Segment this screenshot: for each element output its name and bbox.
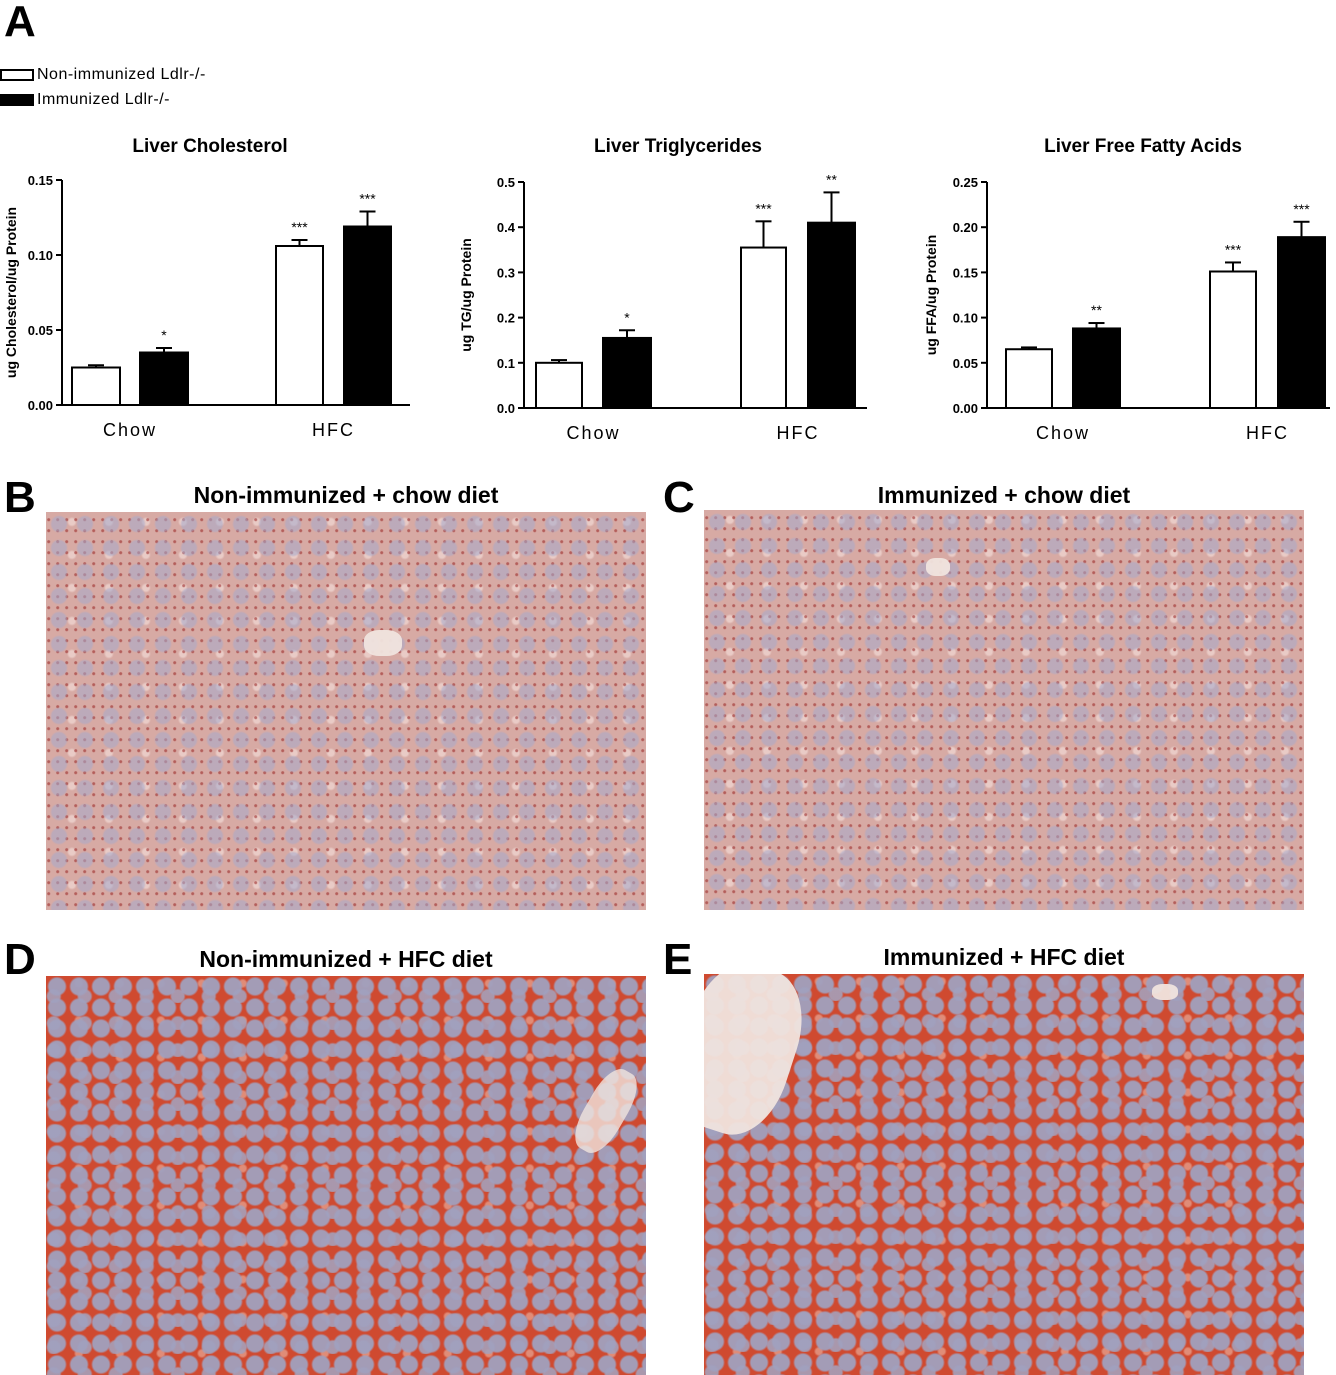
y-axis-label: ug Cholesterol/ug Protein bbox=[3, 207, 19, 378]
y-tick-label: 0.10 bbox=[28, 248, 53, 263]
significance-label: *** bbox=[1293, 201, 1310, 217]
y-tick-label: 0.4 bbox=[497, 220, 516, 235]
central-vein bbox=[364, 630, 402, 656]
legend-item-immunized: Immunized Ldlr-/- bbox=[0, 87, 206, 112]
y-tick-label: 0.05 bbox=[953, 356, 978, 371]
panel-label-e: E bbox=[663, 935, 693, 984]
bar bbox=[807, 221, 856, 410]
y-tick-label: 0.3 bbox=[497, 265, 515, 280]
chart-title: Liver Cholesterol bbox=[132, 136, 287, 157]
legend-item-non-immunized: Non-immunized Ldlr-/- bbox=[0, 62, 206, 87]
micrograph-title-e: Immunized + HFC diet bbox=[883, 944, 1125, 970]
significance-label: ** bbox=[1091, 302, 1102, 318]
portal-vessel bbox=[566, 1062, 646, 1160]
y-tick-label: 0.00 bbox=[953, 401, 978, 416]
panel-label-c: C bbox=[663, 473, 695, 522]
significance-label: *** bbox=[291, 219, 308, 235]
chart-liver-cholesterol: Liver Cholesterol ug Cholesterol/ug Prote… bbox=[3, 136, 410, 440]
bar bbox=[535, 361, 583, 410]
y-axis-label: ug FFA/ug Protein bbox=[923, 235, 939, 356]
significance-label: *** bbox=[755, 200, 772, 216]
bar bbox=[1072, 327, 1121, 409]
category-label: Chow bbox=[566, 423, 620, 443]
significance-label: *** bbox=[1225, 241, 1242, 257]
y-tick-label: 0.0 bbox=[497, 401, 515, 416]
chart-liver-free-fatty-acids: Liver Free Fatty Acids ug FFA/ug Protein 0… bbox=[923, 136, 1330, 443]
chart-title: Liver Free Fatty Acids bbox=[1044, 136, 1242, 157]
y-tick-label: 0.15 bbox=[953, 265, 978, 280]
significance-label: * bbox=[624, 309, 630, 325]
y-tick-label: 0.20 bbox=[953, 220, 978, 235]
category-label: HFC bbox=[1246, 423, 1289, 443]
panel-label-b: B bbox=[4, 473, 36, 522]
panel-label-d: D bbox=[4, 935, 36, 984]
legend-swatch-open bbox=[0, 68, 34, 81]
bar bbox=[139, 351, 189, 406]
bar bbox=[71, 366, 121, 406]
category-label: Chow bbox=[103, 420, 157, 440]
legend-label: Immunized Ldlr-/- bbox=[37, 90, 170, 108]
significance-label: ** bbox=[826, 171, 837, 187]
micrograph-title-b: Non-immunized + chow diet bbox=[193, 482, 499, 508]
legend: Non-immunized Ldlr-/- Immunized Ldlr-/- bbox=[0, 62, 206, 112]
chart-title: Liver Triglycerides bbox=[594, 136, 762, 157]
bar bbox=[740, 246, 787, 410]
micrograph-d bbox=[46, 976, 646, 1375]
y-tick-label: 0.2 bbox=[497, 311, 515, 326]
micrograph-e bbox=[704, 974, 1304, 1375]
chart-liver-triglycerides: Liver Triglycerides ug TG/ug Protein 0.0 0.… bbox=[458, 136, 867, 443]
significance-label: * bbox=[161, 327, 167, 343]
bar bbox=[1005, 348, 1053, 410]
y-tick-label: 0.10 bbox=[953, 311, 978, 326]
micrograph-title-c: Immunized + chow diet bbox=[877, 482, 1131, 508]
legend-swatch-filled bbox=[0, 93, 34, 106]
y-tick-label: 0.25 bbox=[953, 175, 978, 190]
legend-label: Non-immunized Ldlr-/- bbox=[37, 65, 206, 83]
bar bbox=[275, 245, 324, 406]
micrograph-b bbox=[46, 512, 646, 910]
y-tick-label: 0.00 bbox=[28, 398, 53, 413]
bar bbox=[1277, 236, 1326, 409]
y-axis-label: ug TG/ug Protein bbox=[458, 238, 474, 352]
bar bbox=[1209, 270, 1257, 409]
category-label: Chow bbox=[1036, 423, 1090, 443]
central-vein bbox=[704, 974, 818, 1147]
central-vein bbox=[926, 558, 950, 576]
category-label: HFC bbox=[312, 420, 355, 440]
bar bbox=[602, 336, 652, 409]
micrograph-c bbox=[704, 510, 1304, 910]
category-label: HFC bbox=[777, 423, 820, 443]
significance-label: *** bbox=[359, 191, 376, 207]
y-tick-label: 0.5 bbox=[497, 175, 515, 190]
y-tick-label: 0.1 bbox=[497, 356, 515, 371]
small-vessel bbox=[1152, 984, 1178, 1000]
y-tick-label: 0.05 bbox=[28, 323, 53, 338]
y-tick-label: 0.15 bbox=[28, 173, 53, 188]
micrograph-title-d: Non-immunized + HFC diet bbox=[199, 946, 493, 972]
panel-label-a: A bbox=[4, 0, 36, 46]
bar bbox=[343, 225, 392, 406]
